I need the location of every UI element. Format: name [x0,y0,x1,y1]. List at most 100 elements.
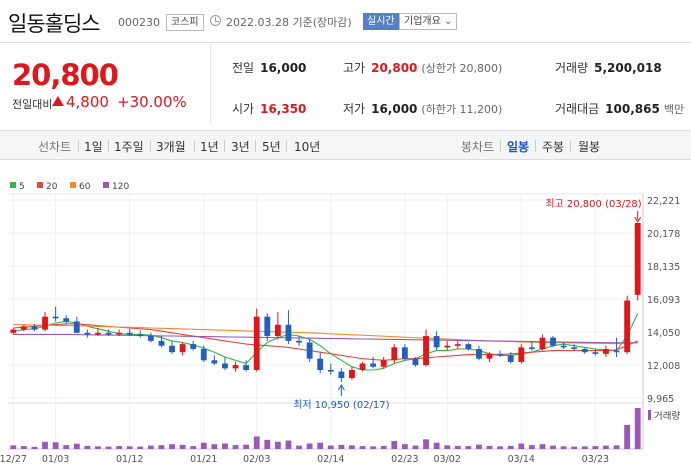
volume-bar [380,445,387,449]
as-of-timestamp: 2022.03.28 기준(장마감) [226,16,352,29]
candle-body [465,344,472,349]
volume-bar [401,444,408,449]
volume-bar [359,446,366,449]
stat-low: 저가 16,000 (하한가 11,200) [343,100,502,117]
chart-svg: 5 20 60 120 22,221 20,178 18,135 16,093 14,050 12… [0,182,680,465]
candle-body [486,353,493,359]
candle-body [401,347,408,359]
line-chart-tab[interactable]: 선차트 [38,140,72,154]
period-3y[interactable]: 3년 [231,140,250,154]
candle-body [624,300,631,353]
candle-body [476,348,482,359]
y-tick-label: 22,221 [647,196,680,207]
period-1w[interactable]: 1주일 [114,140,144,154]
candle-body [105,332,112,335]
candle-body [137,334,144,337]
x-tick-label: 03/14 [508,454,535,465]
high-arrow-head [634,216,642,223]
volume-bar [211,444,218,449]
candle-body [274,324,281,337]
candle-body [42,316,48,330]
chevron-down-icon: ⌄ [444,16,453,27]
volume-bar [243,444,250,449]
candle-body [370,363,377,367]
candle-body [571,347,578,349]
candle-body [10,329,17,333]
candle-body [497,353,504,356]
volume-bar [317,442,324,449]
candle-body [507,355,514,362]
candle-body [603,348,609,354]
candle-body [412,358,419,366]
divider [570,140,571,152]
clock-icon [210,15,221,26]
candle-period-month[interactable]: 월봉 [578,140,601,154]
price-block: 20,800 전일대비 4,800 +30.00% [0,44,211,124]
y-tick-label: 16,093 [647,295,680,306]
candle-period-day[interactable]: 일봉 [507,140,530,154]
legend-label: 5 [19,182,25,192]
candlestick-chart[interactable]: 5 20 60 120 22,221 20,178 18,135 16,093 14,050 12… [0,172,691,472]
candle-body [31,326,38,330]
volume-bar [116,446,123,449]
period-1y[interactable]: 1년 [200,140,219,154]
y-tick-label: 14,050 [647,328,680,339]
candle-body [222,363,228,369]
volume-bar [222,443,228,449]
candle-body [454,344,461,346]
candle-body [285,324,292,341]
change-amount: 4,800 [66,93,109,111]
candle-body [391,347,398,361]
volume-bar [412,445,419,449]
stock-header: 일동홀딩스 000230 코스피 2022.03.28 기준(장마감) 실시간 … [0,0,691,42]
divider [255,140,256,152]
volume-bar [634,408,641,449]
chart-toolbar: 선차트 1일 1주일 3개월 1년 3년 5년 10년 봉차트 일봉 주봉 월봉 [0,130,691,160]
period-5y[interactable]: 5년 [262,140,281,154]
candle-chart-tab[interactable]: 봉차트 [461,140,495,154]
volume-bar [274,441,281,449]
volume-bar [518,443,525,449]
volume-bar [465,446,472,449]
volume-bar [391,441,398,449]
volume-bar [158,445,165,449]
period-1d[interactable]: 1일 [84,140,103,154]
volume-bar [296,445,302,449]
candle-body [592,352,599,354]
volume-bar [179,444,186,449]
volume-bar [232,445,239,449]
volume-legend-swatch [648,410,651,420]
candle-body [52,316,59,319]
volume-bar [42,441,48,449]
candle-body [560,345,567,348]
candle-period-week[interactable]: 주봉 [542,140,565,154]
high-annotation: 최고 20,800 (03/28) [545,198,641,210]
period-10y[interactable]: 10년 [294,140,321,154]
candle-body [243,365,250,370]
volume-bar [433,442,440,449]
divider [108,140,109,152]
volume-bar [613,445,620,449]
legend-label: 20 [46,182,58,192]
volume-bar [95,446,101,449]
candle-body [380,360,387,367]
period-3m[interactable]: 3개월 [156,140,186,154]
stock-name: 일동홀딩스 [8,12,101,36]
realtime-button[interactable]: 실시간 [363,13,399,30]
candle-body [211,360,218,364]
candle-body [190,344,197,349]
change-percent: +30.00% [117,93,187,111]
y-tick-label: 12,008 [647,361,680,372]
stat-label: 시가 [232,102,255,116]
volume-bar [190,446,197,449]
volume-bar [264,439,271,449]
legend-label: 120 [112,182,129,192]
volume-bar [603,445,609,449]
x-tick-label: 01/21 [190,454,217,465]
candle-body [349,369,355,379]
volume-bar [528,445,535,449]
candle-body [200,348,207,361]
volume-bar [560,446,567,449]
y-tick-label: 18,135 [647,262,680,273]
company-overview-dropdown[interactable]: 기업개요 ⌄ [399,13,458,30]
